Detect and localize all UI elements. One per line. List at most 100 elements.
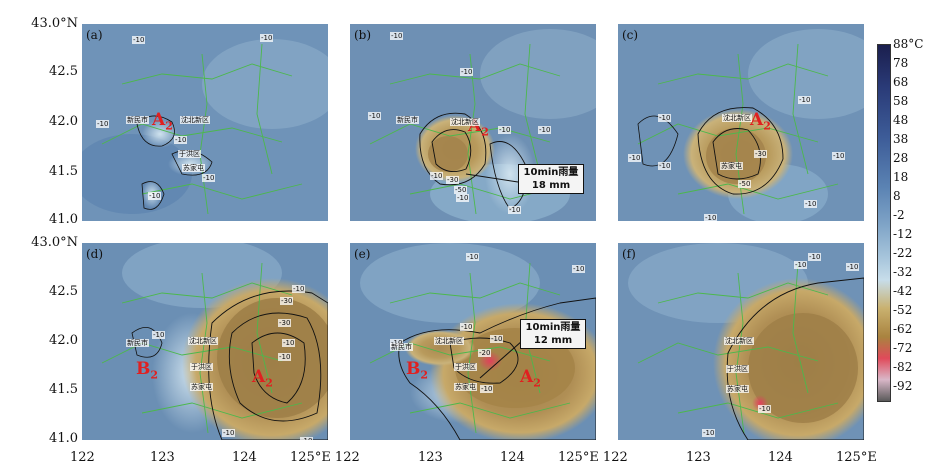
cb-tick-3: 58 <box>893 94 909 108</box>
cb-tick-2: 68 <box>893 75 909 89</box>
contour-label-panel-d-3: -10 <box>278 353 292 361</box>
contour-label-panel-d-1: -10 <box>292 285 306 293</box>
rainfall-annotation-e: 10min雨量 12 mm <box>520 319 586 349</box>
lat-tick-top-3: 41.5 <box>49 164 78 179</box>
cb-tick-14: -52 <box>893 303 913 317</box>
cb-tick-9: -2 <box>893 208 905 222</box>
town-label-d-2: 于洪区 <box>190 363 213 371</box>
panel-e: (e) B2 A2 10min雨量 12 mm -10 -10 -10 -10 -10 -… <box>350 243 596 440</box>
contour-label-panel-c-2: -10 <box>798 96 812 104</box>
contour-label-panel-f-3: -10 <box>702 429 716 437</box>
contour-label-panel-c-5: -10 <box>704 214 718 221</box>
contour-label-panel-b-6: -10 <box>390 32 404 40</box>
town-label-b-1: 沈北新区 <box>450 118 480 126</box>
contour-label-panel-c-0: -10 <box>628 154 642 162</box>
satellite-map-d <box>82 243 328 440</box>
panel-label-f: (f) <box>622 247 636 261</box>
contour-label-panel-f-0: -10 <box>794 261 808 269</box>
contour-label-panel-d-0: -10 <box>152 331 166 339</box>
lon-tick-1: 123 <box>150 450 175 465</box>
lat-tick-top-4: 41.0 <box>49 212 78 227</box>
cb-tick-16: -72 <box>893 341 913 355</box>
rainfall-annotation-b: 10min雨量 18 mm <box>518 164 584 194</box>
contour-label-panel-b-1: -10 <box>498 126 512 134</box>
town-label-d-0: 新民市 <box>126 339 149 347</box>
contour-label-panel-a-5: -10 <box>132 36 146 44</box>
lat-tick-top-0: 43.0°N <box>31 16 78 31</box>
town-label-a-2: 于洪区 <box>178 150 201 158</box>
system-label-e-A2: A2 <box>520 367 541 390</box>
contour-label-panel-b-3: -10 <box>430 172 444 180</box>
town-label-e-0: 新民市 <box>390 343 413 351</box>
town-label-a-1: 沈北新区 <box>180 116 210 124</box>
lat-tick-bottom-2: 42.0 <box>49 333 78 348</box>
panel-label-d: (d) <box>86 247 104 261</box>
contour-label-panel-f-4: -10 <box>808 253 822 261</box>
cb-tick-13: -42 <box>893 284 913 298</box>
contour-label-panel-c-4: -10 <box>804 200 818 208</box>
contour-label-panel-f-1: -10 <box>846 263 860 271</box>
satellite-map-c <box>618 24 864 221</box>
panel-d: (d) B2 A2 -10 -10 -10 -10 -10 -10 -30 -30 新民市 沈北新… <box>82 243 328 440</box>
town-label-e-2: 于洪区 <box>454 363 477 371</box>
cb-tick-15: -62 <box>893 322 913 336</box>
panel-c: (c) A2 -10 -10 -10 -10 -10 -10 -10 -30 -50 沈北新区 苏家… <box>618 24 864 221</box>
contour-label-panel-b-0: -10 <box>368 112 382 120</box>
contour-label-panel-e-2: -10 <box>490 335 504 343</box>
cb-tick-5: 38 <box>893 132 909 146</box>
contour-label-panel-e-6: -20 <box>478 349 492 357</box>
cb-tick-12: -32 <box>893 265 913 279</box>
contour-label-panel-c-8: -50 <box>738 180 752 188</box>
contour-label-panel-b-5: -10 <box>508 206 522 214</box>
lat-tick-bottom-0: 43.0°N <box>31 235 78 250</box>
contour-label-panel-d-5: -10 <box>300 437 314 440</box>
panel-b: (b) A2 10min雨量 18 mm -10 -10 -10 -10 -10 -10-… <box>350 24 596 221</box>
contour-label-panel-a-1: -10 <box>174 136 188 144</box>
contour-label-panel-d-7: -30 <box>278 319 292 327</box>
cb-tick-1: 78 <box>893 56 909 70</box>
panel-label-a: (a) <box>86 28 103 42</box>
contour-label-panel-a-3: -10 <box>148 192 162 200</box>
contour-label-panel-b-4: -10 <box>456 194 470 202</box>
lon-tick-6: 125°E 122 <box>558 450 628 465</box>
cb-tick-10: -12 <box>893 227 913 241</box>
system-label-c-A2: A2 <box>750 110 771 133</box>
town-label-e-3: 苏家屯 <box>454 383 477 391</box>
town-label-b-0: 新民市 <box>396 116 419 124</box>
town-label-f-2: 于洪区 <box>726 365 749 373</box>
town-label-c-3: 苏家屯 <box>720 162 743 170</box>
cb-tick-11: -22 <box>893 246 913 260</box>
cb-tick-7: 18 <box>893 170 909 184</box>
annotation-b-line2: 18 mm <box>531 180 571 191</box>
contour-label-panel-d-4: -10 <box>222 429 236 437</box>
panel-label-c: (c) <box>622 28 639 42</box>
lat-tick-top-2: 42.0 <box>49 114 78 129</box>
cb-tick-6: 28 <box>893 151 909 165</box>
contour-label-panel-c-6: -10 <box>658 162 672 170</box>
lon-tick-9: 125°E <box>836 450 877 465</box>
cb-tick-17: -82 <box>893 360 913 374</box>
annotation-e-line1: 10min雨量 <box>525 322 581 333</box>
system-label-d-B2: B2 <box>136 359 159 382</box>
contour-label-panel-d-6: -30 <box>280 297 294 305</box>
panel-label-b: (b) <box>354 28 372 42</box>
panel-label-e: (e) <box>354 247 371 261</box>
contour-label-panel-b-2: -10 <box>538 126 552 134</box>
town-label-f-3: 苏家屯 <box>726 385 749 393</box>
lon-tick-7: 123 <box>686 450 711 465</box>
lat-tick-bottom-1: 42.5 <box>49 284 78 299</box>
lat-tick-bottom-3: 41.5 <box>49 382 78 397</box>
system-label-e-B2: B2 <box>406 359 429 382</box>
contour-label-panel-d-2: -10 <box>282 339 296 347</box>
contour-label-panel-c-7: -30 <box>754 150 768 158</box>
contour-label-panel-e-1: -10 <box>460 323 474 331</box>
cb-tick-0: 88°C <box>893 37 924 51</box>
contour-label-panel-c-3: -10 <box>832 152 846 160</box>
town-label-e-1: 沈北新区 <box>434 337 464 345</box>
panel-a: (a) A2 -10 -10 -10 -10 -10 -10 新民市 沈北新区 于洪区 苏家屯 <box>82 24 328 221</box>
satellite-map-f <box>618 243 864 440</box>
cb-tick-4: 48 <box>893 113 909 127</box>
panel-f: (f) -10 -10 -10 -10 -10 沈北新区 于洪区 苏家屯 <box>618 243 864 440</box>
annotation-b-line1: 10min雨量 <box>523 167 579 178</box>
lat-tick-bottom-4: 41.0 <box>49 431 78 446</box>
